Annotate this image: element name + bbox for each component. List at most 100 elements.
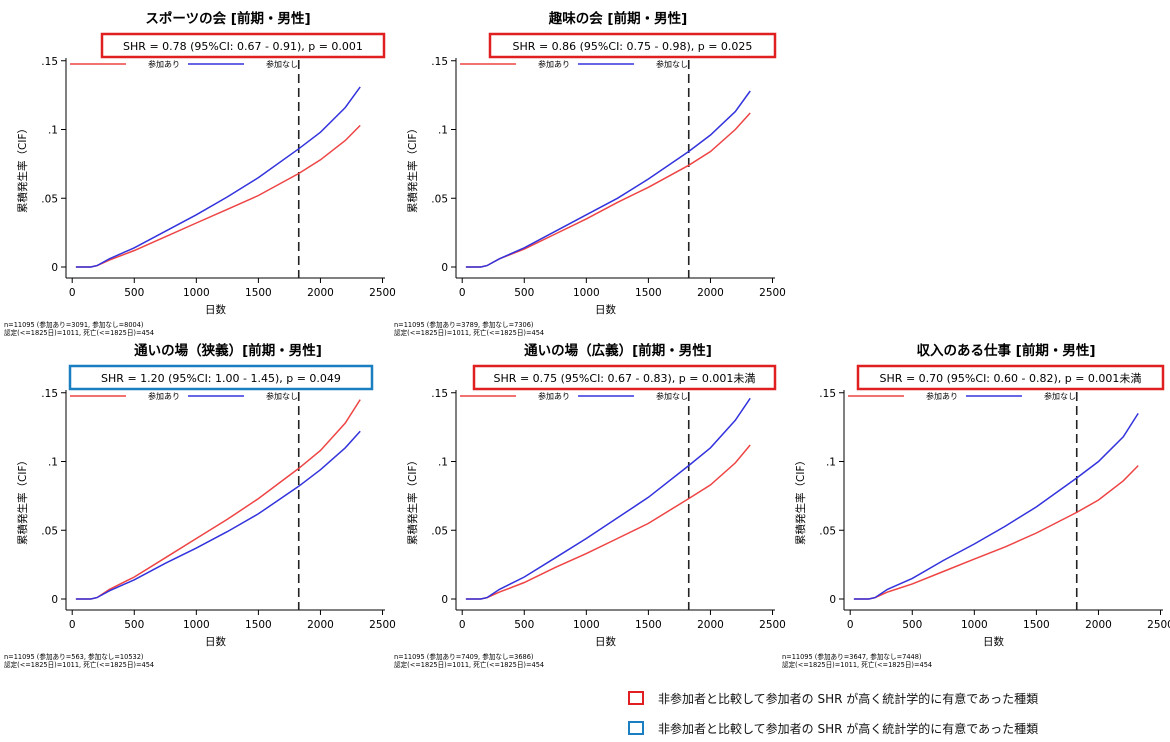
y-axis-label: 累積発生率（CIF） [406, 123, 419, 213]
y-tick-label: .05 [41, 193, 58, 205]
chart-title: 趣味の会 [前期・男性] [548, 10, 688, 27]
y-tick-label: .05 [819, 525, 836, 537]
chart-panel-kayoi-narrow: 通いの場（狭義）[前期・男性] SHR = 1.20 (95%CI: 1.00 -… [0, 332, 396, 669]
x-tick-label: 2500 [759, 287, 786, 299]
y-tick-label: 0 [829, 594, 836, 606]
series-line-non-participant [853, 412, 1139, 600]
x-tick-label: 1000 [573, 619, 600, 631]
series-line-participant [75, 124, 361, 268]
y-tick-label: .15 [41, 56, 58, 68]
legend-row-red: 非参加者と比較して参加者の SHR が高く統計学的に有意であった種類 [628, 688, 1038, 708]
legend-label: 参加なし [1044, 391, 1076, 401]
x-tick-label: 2000 [307, 619, 334, 631]
event-note: 認定(<=1825日)=1011, 死亡(<=1825日)=454 [782, 660, 932, 669]
legend-row-blue: 非参加者と比較して参加者の SHR が高く統計学的に有意であった種類 [628, 718, 1038, 738]
x-tick-label: 2000 [1085, 619, 1112, 631]
chart-svg: 通いの場（狭義）[前期・男性] SHR = 1.20 (95%CI: 1.00 -… [4, 342, 396, 669]
x-tick-label: 1000 [961, 619, 988, 631]
chart-title: 通いの場（広義）[前期・男性] [524, 342, 712, 359]
y-tick-label: 0 [441, 262, 448, 274]
x-tick-label: 1500 [245, 287, 272, 299]
red-box-swatch [628, 691, 644, 705]
x-tick-label: 500 [514, 619, 534, 631]
x-axis-label: 日数 [595, 303, 616, 316]
chart-panel-hobby: 趣味の会 [前期・男性] SHR = 0.86 (95%CI: 0.75 - 0.… [390, 0, 786, 337]
shr-annotation: SHR = 0.78 (95%CI: 0.67 - 0.91), p = 0.0… [123, 40, 363, 53]
x-tick-label: 0 [459, 619, 466, 631]
x-tick-label: 0 [69, 619, 76, 631]
chart-svg: 趣味の会 [前期・男性] SHR = 0.86 (95%CI: 0.75 - 0.… [394, 10, 786, 337]
x-tick-label: 2000 [697, 287, 724, 299]
legend-label: 参加なし [656, 59, 688, 69]
x-tick-label: 0 [69, 287, 76, 299]
sample-note: n=11095 (参加あり=3647, 参加なし=7448) [782, 652, 921, 661]
x-tick-label: 1000 [183, 287, 210, 299]
x-tick-label: 1500 [245, 619, 272, 631]
chart-panel-kayoi-broad: 通いの場（広義）[前期・男性] SHR = 0.75 (95%CI: 0.67 -… [390, 332, 786, 669]
y-tick-label: .05 [431, 193, 448, 205]
series-line-non-participant [75, 86, 361, 268]
y-tick-label: .1 [826, 457, 836, 469]
x-tick-label: 500 [124, 619, 144, 631]
sample-note: n=11095 (参加あり=563, 参加なし=10532) [4, 652, 143, 661]
x-axis-label: 日数 [983, 635, 1004, 648]
shr-annotation: SHR = 0.86 (95%CI: 0.75 - 0.98), p = 0.0… [513, 40, 753, 53]
y-tick-label: .15 [431, 56, 448, 68]
y-axis-label: 累積発生率（CIF） [406, 455, 419, 545]
y-tick-label: 0 [51, 594, 58, 606]
annotation-box [472, 364, 777, 391]
y-tick-label: .1 [438, 457, 448, 469]
y-tick-label: .05 [431, 525, 448, 537]
sample-note: n=11095 (参加あり=7409, 参加なし=3686) [394, 652, 533, 661]
y-tick-label: .1 [48, 457, 58, 469]
x-tick-label: 2500 [759, 619, 786, 631]
legend-label-red: 非参加者と比較して参加者の SHR が高く統計学的に有意であった種類 [658, 691, 1039, 706]
significance-legend: 非参加者と比較して参加者の SHR が高く統計学的に有意であった種類 非参加者と… [628, 688, 1168, 742]
y-axis-label: 累積発生率（CIF） [16, 455, 29, 545]
y-tick-label: 0 [51, 262, 58, 274]
annotation-box [488, 32, 777, 59]
series-line-non-participant [465, 90, 751, 268]
shr-annotation: SHR = 0.75 (95%CI: 0.67 - 0.83), p = 0.0… [494, 372, 756, 385]
blue-box-swatch [628, 721, 644, 735]
y-tick-label: .15 [41, 388, 58, 400]
chart-svg: 通いの場（広義）[前期・男性] SHR = 0.75 (95%CI: 0.67 -… [394, 342, 786, 669]
x-tick-label: 500 [124, 287, 144, 299]
annotation-box [100, 32, 386, 59]
sample-note: n=11095 (参加あり=3789, 参加なし=7306) [394, 320, 533, 329]
y-axis-label: 累積発生率（CIF） [16, 123, 29, 213]
series-line-non-participant [465, 397, 751, 600]
legend-label: 参加あり [538, 391, 570, 401]
event-note: 認定(<=1825日)=1011, 死亡(<=1825日)=454 [394, 660, 544, 669]
y-tick-label: .05 [41, 525, 58, 537]
x-tick-label: 2000 [697, 619, 724, 631]
x-axis-label: 日数 [205, 635, 226, 648]
chart-panel-paid-work: 収入のある仕事 [前期・男性] SHR = 0.70 (95%CI: 0.60 -… [778, 332, 1170, 669]
event-note: 認定(<=1825日)=1011, 死亡(<=1825日)=454 [4, 660, 154, 669]
chart-panel-sports: スポーツの会 [前期・男性] SHR = 0.78 (95%CI: 0.67 - … [0, 0, 396, 337]
x-tick-label: 500 [902, 619, 922, 631]
event-note: 認定(<=1825日)=1011, 死亡(<=1825日)=454 [4, 328, 154, 337]
x-tick-label: 2500 [1147, 619, 1170, 631]
x-tick-label: 1500 [1023, 619, 1050, 631]
x-axis-label: 日数 [205, 303, 226, 316]
y-tick-label: .15 [431, 388, 448, 400]
x-tick-label: 1500 [635, 619, 662, 631]
y-tick-label: .15 [819, 388, 836, 400]
x-tick-label: 1000 [573, 287, 600, 299]
chart-svg: 収入のある仕事 [前期・男性] SHR = 0.70 (95%CI: 0.60 -… [782, 342, 1170, 669]
x-tick-label: 2500 [369, 619, 396, 631]
x-tick-label: 0 [459, 287, 466, 299]
legend-label: 参加なし [266, 59, 298, 69]
shr-annotation: SHR = 0.70 (95%CI: 0.60 - 0.82), p = 0.0… [880, 372, 1142, 385]
legend-label: 参加あり [538, 59, 570, 69]
series-line-participant [465, 444, 751, 600]
legend-label: 参加あり [148, 59, 180, 69]
x-tick-label: 2500 [369, 287, 396, 299]
x-tick-label: 1000 [183, 619, 210, 631]
annotation-box [68, 364, 374, 391]
chart-title: 通いの場（狭義）[前期・男性] [134, 342, 322, 359]
y-axis-label: 累積発生率（CIF） [794, 455, 807, 545]
legend-label: 参加あり [926, 391, 958, 401]
x-tick-label: 1500 [635, 287, 662, 299]
